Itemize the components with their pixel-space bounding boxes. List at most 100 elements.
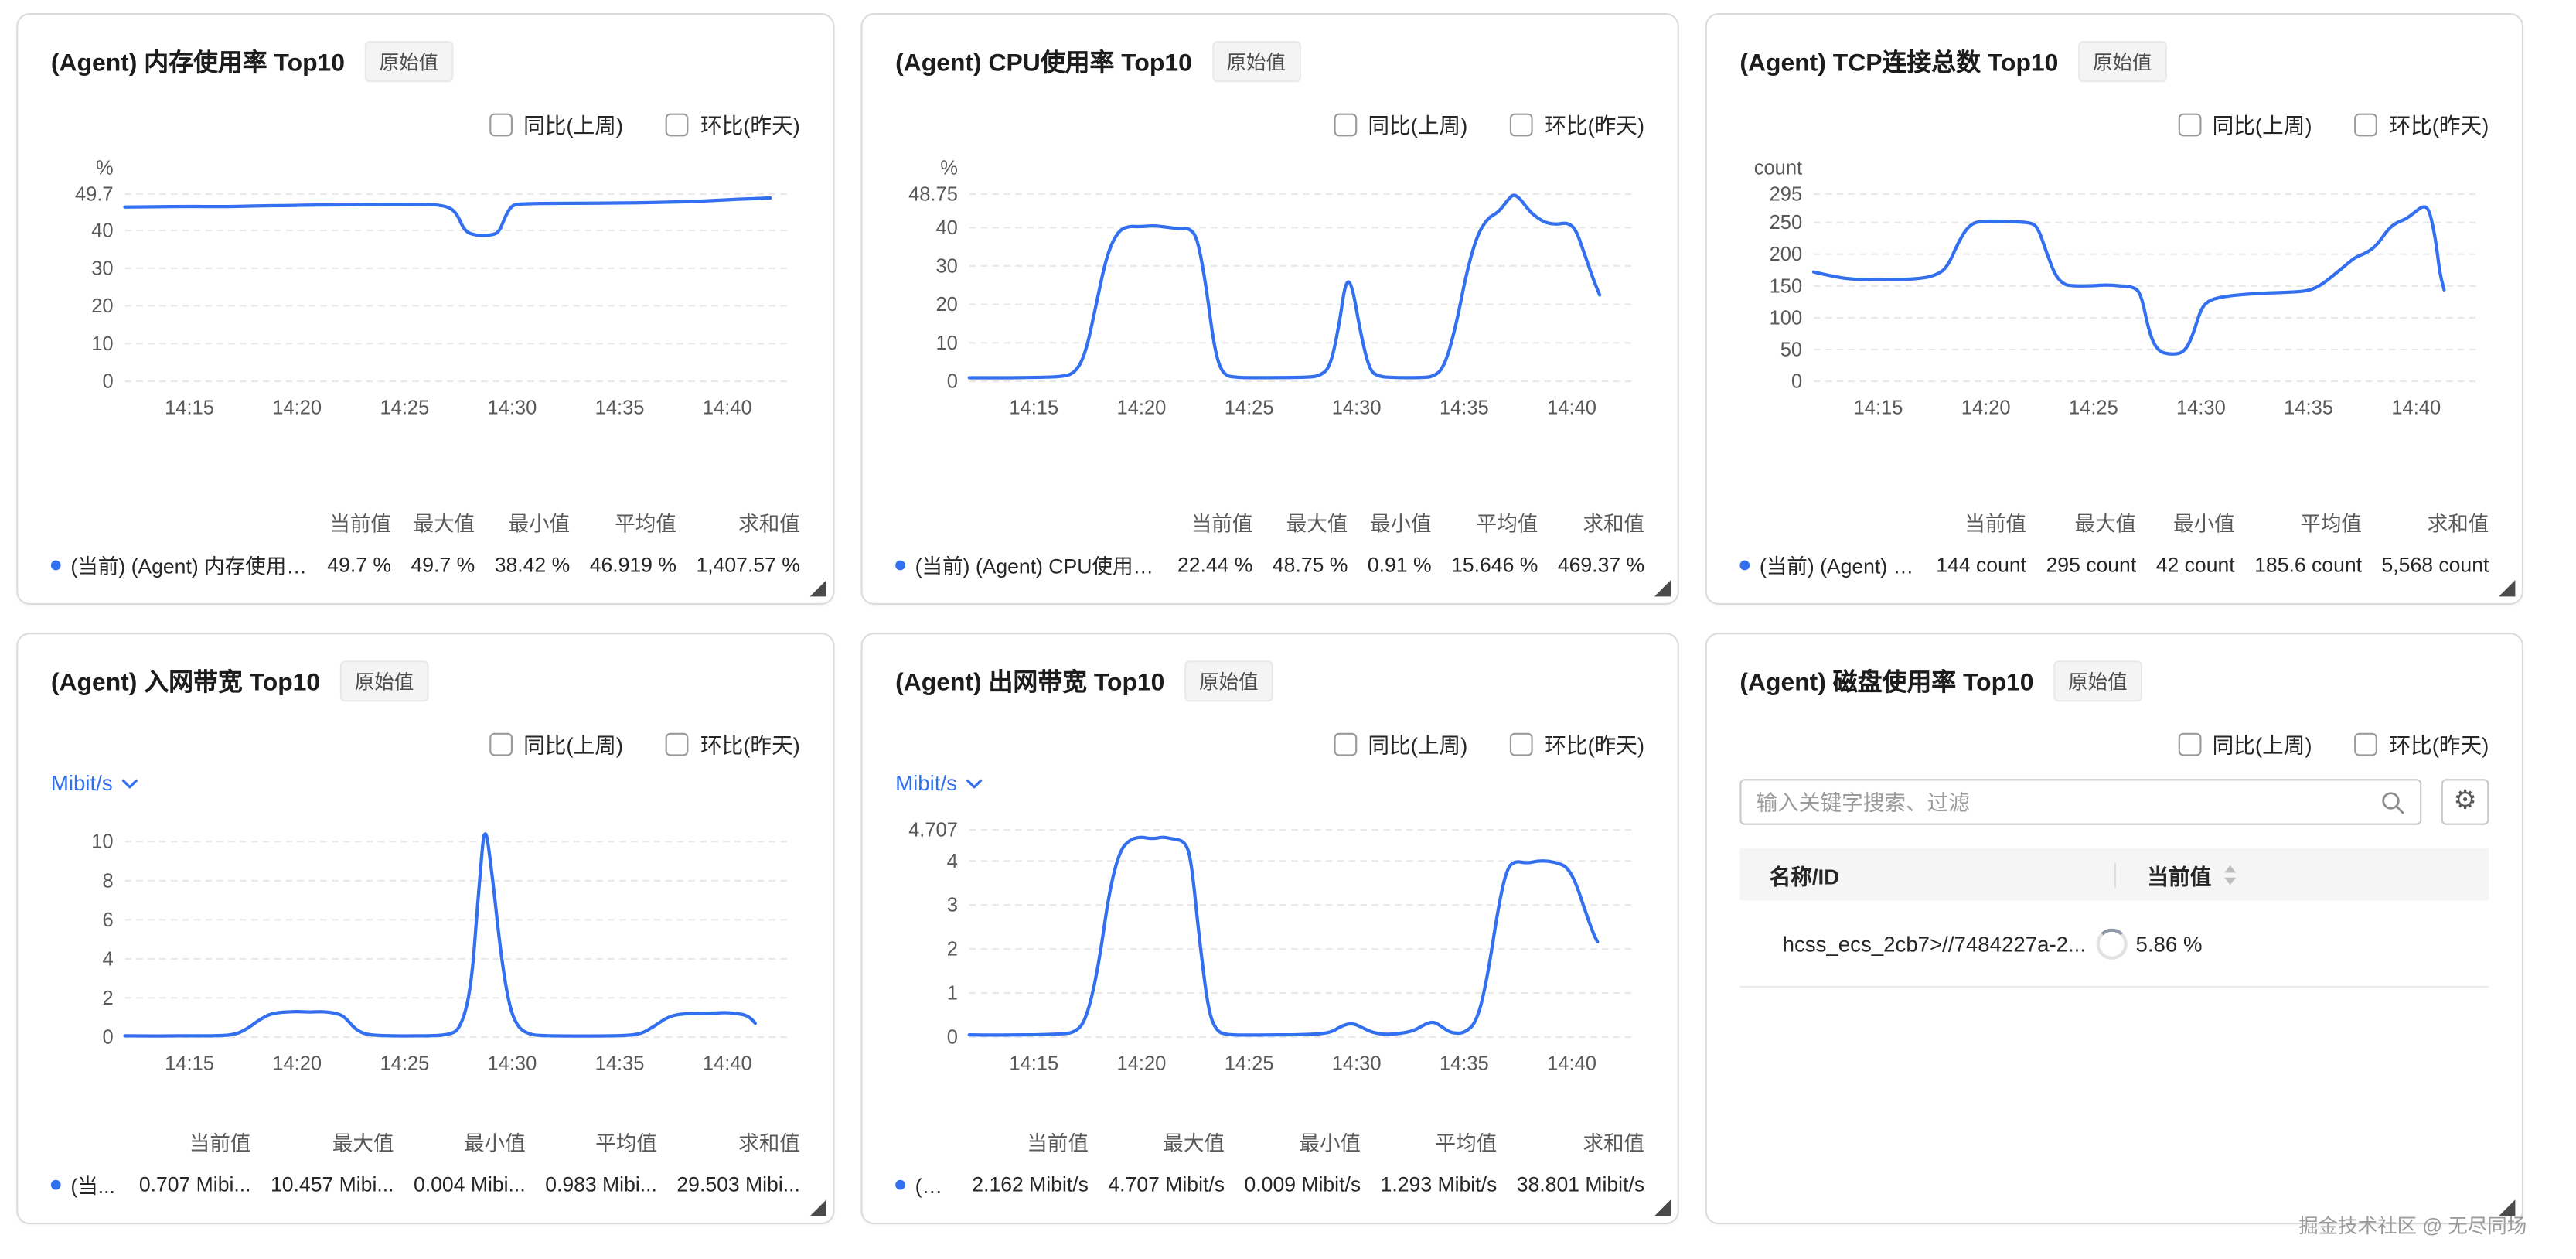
stat-header-sum: 求和值 [1583, 513, 1645, 536]
unit-selector[interactable]: Mibit/s [51, 771, 800, 796]
yoy-checkbox[interactable]: 同比(上周) [2178, 728, 2312, 759]
yoy-checkbox[interactable]: 同比(上周) [489, 728, 623, 759]
svg-text:30: 30 [936, 255, 958, 277]
checkbox-icon[interactable] [2178, 732, 2201, 756]
series-legend-label: (当前) (Agent) CPU使用率 h... [915, 555, 1158, 578]
svg-text:0: 0 [1791, 371, 1802, 393]
disk-table: 名称/ID 当前值 hcss_ecs_2cb7>//7484227a-2... … [1739, 848, 2489, 988]
svg-text:49.7: 49.7 [75, 183, 114, 205]
resize-handle[interactable] [1654, 580, 1671, 597]
metric-chart-panel: (Agent) TCP连接总数 Top10 原始值 同比(上周) 环比(昨天) … [1705, 13, 2523, 605]
stat-header-current: 当前值 [329, 513, 392, 536]
column-header-current-value[interactable]: 当前值 [2114, 858, 2489, 889]
metric-chart-panel: (Agent) 入网带宽 Top10 原始值 同比(上周) 环比(昨天) Mib… [16, 633, 835, 1225]
svg-text:count: count [1754, 157, 1802, 179]
svg-text:2: 2 [102, 988, 113, 1009]
settings-button[interactable]: ⚙ [2441, 779, 2489, 825]
line-chart: 295 250 200 150 100 50 0 count 14:15 14:20 14:25 14… [1754, 157, 2481, 419]
svg-text:14:25: 14:25 [380, 397, 429, 419]
resize-handle[interactable] [809, 1199, 826, 1216]
yoy-checkbox[interactable]: 同比(上周) [2178, 108, 2312, 139]
table-row: hcss_ecs_2cb7>//7484227a-2... 5.86 % [1739, 901, 2489, 988]
svg-text:14:30: 14:30 [1332, 397, 1382, 419]
svg-text:30: 30 [91, 258, 113, 279]
svg-text:6: 6 [102, 909, 113, 931]
legend-dot-icon [895, 1179, 905, 1189]
stat-value-sum: 29.503 Mibi... [676, 1172, 800, 1196]
stat-value-sum: 469.37 % [1557, 553, 1645, 576]
svg-text:14:40: 14:40 [1547, 397, 1596, 419]
stat-value-current: 0.707 Mibi... [138, 1172, 251, 1196]
series-legend[interactable]: (当前) (Agent) 内存使用率 ... [50, 549, 308, 580]
resize-handle[interactable] [2499, 580, 2516, 597]
stat-value-avg: 185.6 count [2254, 553, 2363, 576]
svg-text:3: 3 [947, 895, 958, 916]
resize-handle[interactable] [809, 580, 826, 597]
checkbox-icon[interactable] [1510, 112, 1534, 136]
resize-handle[interactable] [2499, 1199, 2516, 1216]
panel-title: (Agent) 磁盘使用率 Top10 [1739, 668, 2034, 697]
yoy-checkbox[interactable]: 同比(上周) [489, 108, 623, 139]
dod-checkbox[interactable]: 环比(昨天) [2354, 728, 2489, 759]
sort-icon[interactable] [2223, 864, 2237, 885]
stat-header-sum: 求和值 [1583, 1132, 1645, 1155]
svg-text:40: 40 [91, 220, 113, 241]
checkbox-icon[interactable] [2354, 732, 2378, 756]
search-icon[interactable] [2380, 790, 2405, 814]
svg-text:14:40: 14:40 [1547, 1053, 1596, 1074]
svg-text:14:35: 14:35 [595, 397, 645, 419]
stat-value-current: 22.44 % [1177, 553, 1253, 576]
series-legend[interactable]: (当前... [895, 1169, 952, 1199]
series-legend[interactable]: (当前) (Agent) TC... [1739, 549, 1917, 580]
unit-selector[interactable]: Mibit/s [895, 771, 1644, 796]
dod-checkbox[interactable]: 环比(昨天) [1510, 728, 1644, 759]
svg-text:14:20: 14:20 [1961, 397, 2011, 419]
svg-text:%: % [96, 157, 114, 179]
svg-text:0: 0 [102, 1026, 113, 1048]
stat-value-max: 49.7 % [411, 553, 475, 576]
series-legend[interactable]: (当前) (Agent) CPU使用率 h... [895, 549, 1157, 580]
checkbox-icon[interactable] [1510, 732, 1534, 756]
svg-text:250: 250 [1770, 212, 1803, 234]
dod-checkbox[interactable]: 环比(昨天) [1510, 108, 1644, 139]
dod-checkbox[interactable]: 环比(昨天) [2354, 108, 2489, 139]
series-legend[interactable]: (当... [50, 1169, 119, 1199]
svg-text:48.75: 48.75 [908, 183, 958, 205]
checkbox-icon[interactable] [1333, 112, 1357, 136]
stats-block: 当前值 最大值 最小值 平均值 求和值 (当前) (Agent) 内存使用率 .… [50, 507, 800, 587]
svg-text:200: 200 [1770, 244, 1803, 265]
resize-handle[interactable] [1654, 1199, 1671, 1216]
unit-selector-label: Mibit/s [50, 770, 113, 796]
stat-value-avg: 46.919 % [589, 553, 676, 576]
checkbox-icon[interactable] [1333, 732, 1357, 756]
checkbox-icon[interactable] [489, 112, 513, 136]
dod-checkbox[interactable]: 环比(昨天) [666, 108, 800, 139]
dod-checkbox[interactable]: 环比(昨天) [666, 728, 800, 759]
svg-text:10: 10 [91, 831, 113, 853]
column-header-current-value-label: 当前值 [2147, 863, 2212, 889]
checkbox-icon[interactable] [489, 732, 513, 756]
yoy-checkbox[interactable]: 同比(上周) [1333, 728, 1467, 759]
checkbox-icon[interactable] [666, 732, 690, 756]
svg-text:1: 1 [947, 982, 958, 1004]
yoy-checkbox[interactable]: 同比(上周) [1333, 108, 1467, 139]
table-header-row: 名称/ID 当前值 [1739, 848, 2489, 901]
checkbox-icon[interactable] [2354, 112, 2378, 136]
legend-dot-icon [50, 559, 61, 570]
search-input[interactable] [1756, 790, 2381, 814]
unit-selector-label: Mibit/s [895, 770, 957, 796]
search-box[interactable] [1739, 779, 2422, 825]
stat-header-current: 当前值 [1964, 513, 2027, 536]
metric-chart-panel: (Agent) 出网带宽 Top10 原始值 同比(上周) 环比(昨天) Mib… [860, 633, 1679, 1225]
svg-text:14:40: 14:40 [703, 1053, 752, 1074]
svg-text:14:40: 14:40 [2391, 397, 2441, 419]
compare-options-row: 同比(上周) 环比(昨天) [895, 728, 1644, 759]
stat-value-current: 49.7 % [327, 553, 392, 576]
svg-text:14:35: 14:35 [595, 1053, 645, 1074]
svg-text:14:15: 14:15 [165, 397, 214, 419]
dashboard-grid: (Agent) 内存使用率 Top10 原始值 同比(上周) 环比(昨天) 49… [16, 13, 2523, 1225]
checkbox-icon[interactable] [2178, 112, 2201, 136]
checkbox-icon[interactable] [666, 112, 690, 136]
column-header-name-id[interactable]: 名称/ID [1769, 863, 1840, 889]
stat-value-max: 4.707 Mibit/s [1108, 1172, 1225, 1196]
